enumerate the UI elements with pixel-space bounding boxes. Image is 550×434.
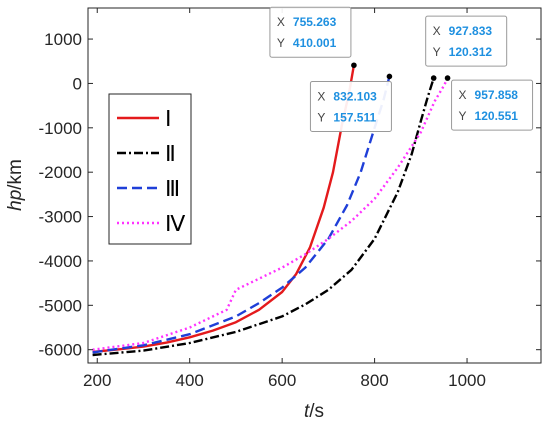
x-tick-label: 400 xyxy=(176,371,204,390)
datatip-axis-letter: Y xyxy=(433,45,441,59)
datatip-axis-letter: Y xyxy=(459,109,467,123)
datatip-value: 832.103 xyxy=(333,89,377,103)
datatip-value: 927.833 xyxy=(449,24,493,38)
datatip-value: 120.312 xyxy=(449,45,493,59)
y-tick-label: -3000 xyxy=(39,208,82,227)
datatip-box xyxy=(269,6,352,58)
datatip-value: 410.001 xyxy=(293,36,337,50)
y-axis-title-variable: hp xyxy=(5,190,26,211)
x-tick-label: 600 xyxy=(268,371,296,390)
datatip-1: X 755.263 Y 410.001 xyxy=(269,6,357,69)
legend: Ⅰ Ⅱ Ⅲ Ⅳ xyxy=(108,93,192,245)
series-line-1 xyxy=(92,64,356,354)
datatip-marker xyxy=(351,62,357,69)
axes-layer: 200 400 600 800 1000 -6000 -5000 -4000 -3000 -200… xyxy=(39,7,542,390)
x-axis-title-variable: t xyxy=(304,401,310,422)
datatip-axis-letter: X xyxy=(317,89,325,103)
x-axis-title: t/s xyxy=(304,401,324,422)
datatip-axis-letter: X xyxy=(459,88,467,102)
x-axis-title-unit: /s xyxy=(309,401,324,422)
y-tick-label: 1000 xyxy=(44,30,82,49)
datatip-2: X 832.103 Y 157.511 xyxy=(309,73,393,132)
legend-label-3: Ⅲ xyxy=(165,176,180,201)
y-axis-title-unit: /km xyxy=(5,159,26,190)
x-tick-label: 1000 xyxy=(448,371,486,390)
y-tick-label: -5000 xyxy=(39,296,82,315)
datatip-axis-letter: X xyxy=(433,24,441,38)
datatip-value: 157.511 xyxy=(333,110,376,124)
series-line-4 xyxy=(92,77,449,351)
legend-label-4: Ⅳ xyxy=(165,211,186,236)
x-tick-label: 800 xyxy=(360,371,388,390)
y-tick-label: -2000 xyxy=(39,163,82,182)
y-tick-label: -4000 xyxy=(39,252,82,271)
y-tick-label: -1000 xyxy=(39,119,82,138)
y-tick-label: -6000 xyxy=(39,341,82,360)
datatip-4: X 957.858 Y 120.551 xyxy=(444,75,534,131)
datatip-axis-letter: Y xyxy=(317,110,325,124)
series-line-2 xyxy=(92,77,435,357)
y-axis-title: hp/km xyxy=(5,159,26,211)
datatip-box xyxy=(451,79,534,131)
legend-label-1: Ⅰ xyxy=(165,106,172,131)
datatip-3: X 927.833 Y 120.312 xyxy=(425,15,508,81)
datatips-layer: X 755.263 Y 410.001 X 832.103 Y 157.511 X 927.833… xyxy=(269,6,534,132)
datatip-marker xyxy=(444,75,451,81)
datatip-value: 755.263 xyxy=(293,15,337,29)
y-tick-label: 0 xyxy=(73,74,82,93)
datatip-value: 957.858 xyxy=(475,88,519,102)
datatip-marker xyxy=(386,73,393,80)
datatip-value: 120.551 xyxy=(475,109,519,123)
datatip-axis-letter: X xyxy=(277,15,285,29)
legend-label-2: Ⅱ xyxy=(165,141,176,166)
datatip-marker xyxy=(430,75,437,81)
datatip-box xyxy=(425,15,508,67)
datatip-axis-letter: Y xyxy=(277,36,285,50)
x-tick-label: 200 xyxy=(83,371,111,390)
datatip-box xyxy=(309,80,392,132)
